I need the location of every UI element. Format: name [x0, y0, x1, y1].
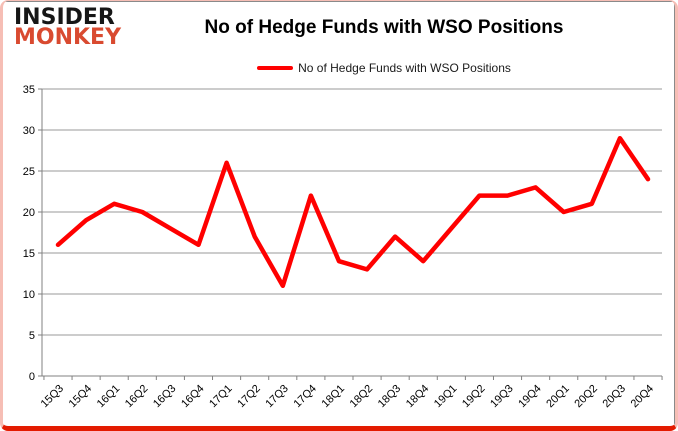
x-tick-label: 17Q1 [207, 383, 235, 411]
legend-label: No of Hedge Funds with WSO Positions [298, 61, 511, 75]
chart-card-inner-border [3, 1, 675, 426]
y-tick-label: 30 [23, 125, 35, 137]
x-tick-label: 20Q1 [544, 383, 572, 411]
y-tick-label: 0 [29, 371, 35, 383]
legend-line-swatch [257, 66, 294, 70]
y-tick-label: 15 [23, 248, 35, 260]
x-tick-label: 18Q1 [320, 383, 348, 411]
y-tick-label: 35 [23, 84, 35, 96]
y-tick-label: 5 [29, 330, 35, 342]
x-tick-label: 20Q2 [572, 383, 600, 411]
x-tick-label: 15Q3 [39, 383, 67, 411]
x-tick-label: 19Q4 [516, 383, 544, 411]
x-tick-label: 15Q4 [67, 383, 95, 411]
x-tick-label: 17Q2 [235, 383, 263, 411]
x-tick-label: 20Q3 [601, 383, 629, 411]
y-tick-label: 25 [23, 166, 35, 178]
x-tick-label: 18Q2 [348, 383, 376, 411]
series-line [55, 135, 651, 289]
page-title: No of Hedge Funds with WSO Positions [204, 17, 564, 38]
x-tick-label: 19Q2 [460, 383, 488, 411]
y-tick-label: 20 [23, 207, 35, 219]
y-tick-label: 10 [23, 289, 35, 301]
x-tick-label: 18Q3 [376, 383, 404, 411]
x-tick-label: 16Q3 [151, 383, 179, 411]
x-tick-label: 16Q1 [95, 383, 123, 411]
logo-line-monkey: MONKEY [14, 25, 122, 50]
logo-line-insider: INSIDER [14, 5, 115, 30]
x-tick-label: 17Q3 [263, 383, 291, 411]
title-row: No of Hedge Funds with WSO Positions [133, 17, 635, 39]
x-tick-label: 16Q2 [123, 383, 151, 411]
legend: No of Hedge Funds with WSO Positions [133, 61, 635, 75]
x-tick-label: 16Q4 [179, 383, 207, 411]
x-tick-label: 20Q4 [629, 383, 657, 411]
insider-monkey-logo: INSIDER MONKEY [14, 5, 122, 50]
x-tick-label: 19Q1 [432, 383, 460, 411]
x-tick-label: 19Q3 [488, 383, 516, 411]
x-tick-label: 18Q4 [404, 383, 432, 411]
x-tick-label: 17Q4 [291, 383, 319, 411]
